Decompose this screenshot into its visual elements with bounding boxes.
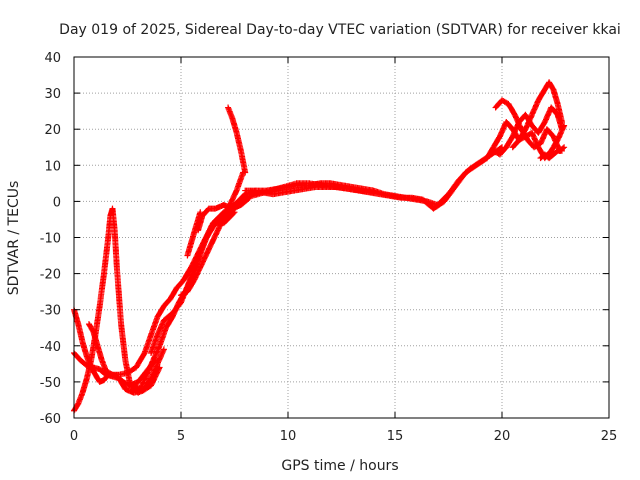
y-tick-label: 0 <box>53 195 61 210</box>
data-series <box>71 79 568 414</box>
series-arc-10 <box>225 104 249 176</box>
x-tick-label: 20 <box>494 429 511 444</box>
grid-lines <box>74 57 609 418</box>
plus-markers <box>225 104 249 176</box>
plus-markers <box>195 194 253 234</box>
series-arc-7 <box>178 169 247 299</box>
series-arc-9 <box>195 194 253 234</box>
series-arc-5 <box>130 187 259 393</box>
y-tick-label: -10 <box>40 232 61 247</box>
y-tick-label: -40 <box>40 340 61 355</box>
x-tick-label: 0 <box>70 429 78 444</box>
plus-markers <box>130 187 259 393</box>
series-arc-18 <box>537 147 565 162</box>
y-tick-label: 40 <box>44 51 61 66</box>
series-arc-13 <box>242 180 377 201</box>
x-tick-label: 10 <box>280 429 297 444</box>
plus-markers <box>537 147 565 162</box>
axis-ticks: 0 5 10 15 20 25 -60 -50 -40 -30 -20 -10 0 10 20 30 40 <box>40 51 618 444</box>
y-tick-label: -50 <box>40 376 61 391</box>
plus-markers <box>178 169 247 299</box>
plus-markers <box>184 209 204 259</box>
x-axis-label: GPS time / hours <box>281 458 398 474</box>
y-tick-label: -60 <box>40 412 61 427</box>
y-axis-label: SDTVAR / TECUs <box>6 181 22 296</box>
y-tick-label: 20 <box>44 123 61 138</box>
series-arc-8 <box>184 209 204 259</box>
y-tick-label: -20 <box>40 268 61 283</box>
x-tick-label: 15 <box>387 429 404 444</box>
x-tick-label: 5 <box>177 429 185 444</box>
x-tick-label: 25 <box>601 429 618 444</box>
chart-title: Day 019 of 2025, Sidereal Day-to-day VTE… <box>59 22 621 38</box>
y-tick-label: -30 <box>40 304 61 319</box>
plus-markers <box>242 180 377 201</box>
y-tick-label: 10 <box>44 159 61 174</box>
y-tick-label: 30 <box>44 87 61 102</box>
